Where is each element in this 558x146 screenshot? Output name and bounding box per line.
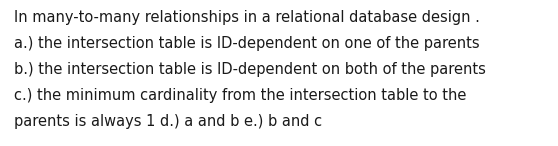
Text: c.) the minimum cardinality from the intersection table to the: c.) the minimum cardinality from the int…	[14, 88, 466, 103]
Text: a.) the intersection table is ID-dependent on one of the parents: a.) the intersection table is ID-depende…	[14, 36, 479, 51]
Text: b.) the intersection table is ID-dependent on both of the parents: b.) the intersection table is ID-depende…	[14, 62, 486, 77]
Text: In many-to-many relationships in a relational database design .: In many-to-many relationships in a relat…	[14, 10, 480, 25]
Text: parents is always 1 d.) a and b e.) b and c: parents is always 1 d.) a and b e.) b an…	[14, 114, 322, 129]
